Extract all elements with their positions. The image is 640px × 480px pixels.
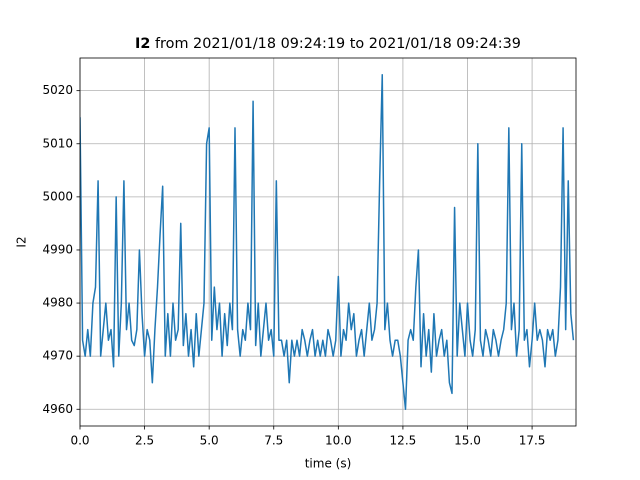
y-tick-label: 4990	[42, 242, 73, 256]
title-signal: I2	[135, 36, 150, 52]
x-tick-label: 7.5	[264, 434, 283, 448]
y-tick-label: 4980	[42, 296, 73, 310]
axes-frame	[79, 57, 577, 427]
y-tick-label: 5020	[42, 83, 73, 97]
grid	[79, 58, 576, 426]
y-tick-label: 4970	[42, 349, 73, 363]
x-tick-label: 2.5	[135, 434, 154, 448]
data-line	[80, 73, 575, 411]
x-tick-label: 5.0	[200, 434, 219, 448]
x-tick-label: 0.0	[70, 434, 89, 448]
y-tick-label: 4960	[42, 402, 73, 416]
x-tick-label: 10.0	[325, 434, 352, 448]
x-tick-label: 17.5	[519, 434, 546, 448]
y-axis-label: I2	[15, 236, 29, 247]
x-tick-label: 15.0	[454, 434, 481, 448]
ticks: 0.0 2.5 5.0 7.5 10.0 12.5 15.0 17.5 4960 4970 4980…	[42, 83, 545, 447]
plot-area	[80, 73, 575, 411]
chart-title: I2 from 2021/01/18 09:24:19 to 2021/01/1…	[135, 36, 521, 52]
x-tick-label: 12.5	[390, 434, 417, 448]
title-range: from 2021/01/18 09:24:19 to 2021/01/18 0…	[155, 36, 521, 52]
x-axis-label: time (s)	[305, 457, 352, 471]
y-tick-label: 5000	[42, 189, 73, 203]
y-tick-label: 5010	[42, 136, 73, 150]
